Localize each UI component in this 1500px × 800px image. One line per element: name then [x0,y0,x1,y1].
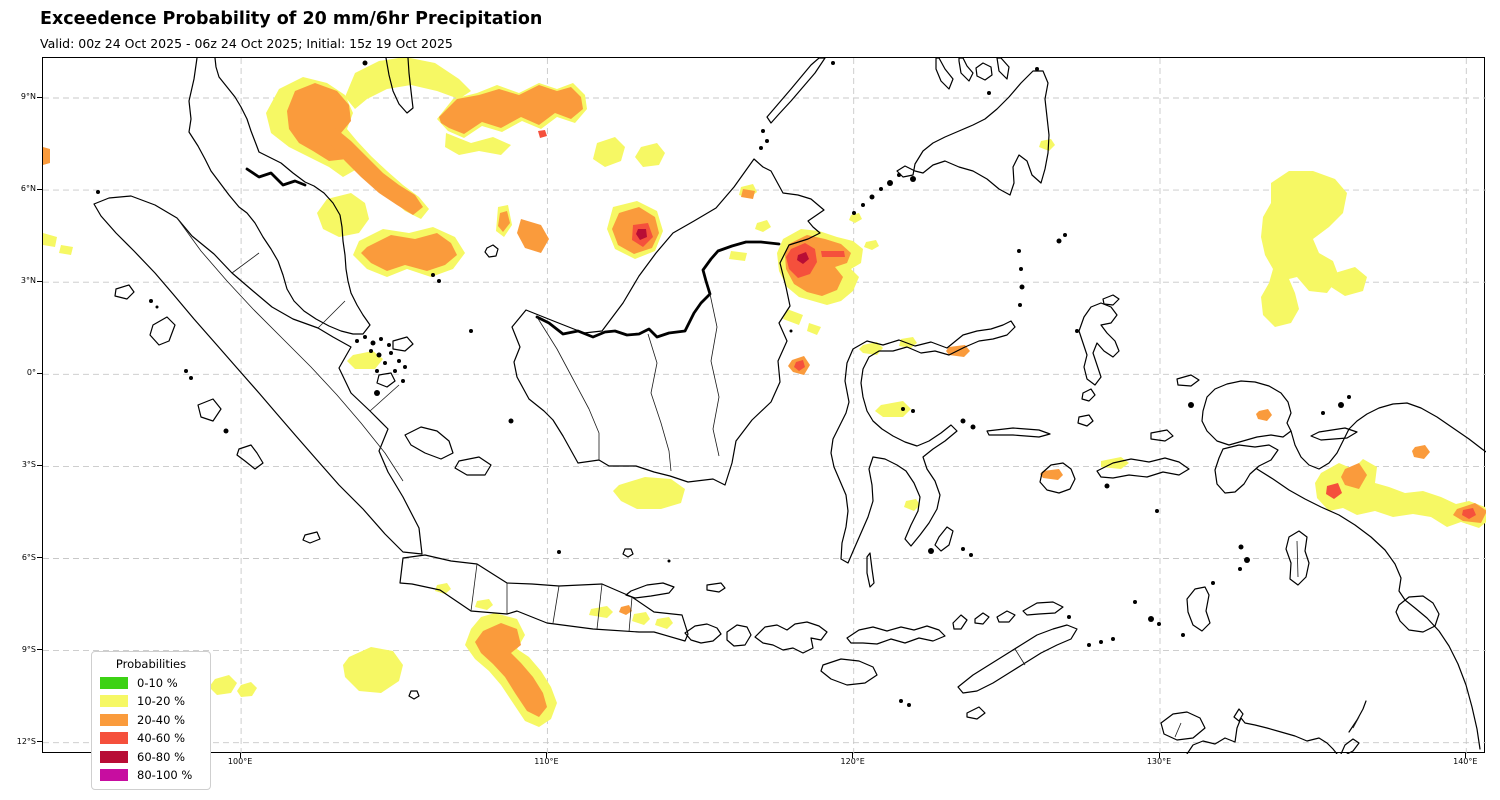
lon-tick-label: 120°E [840,757,865,766]
legend-entry: 80-100 % [100,768,202,782]
lat-tick-mark [37,188,42,190]
legend-swatch [100,713,128,726]
lat-tick-label: 6°N [20,184,36,194]
legend-entry-label: 40-60 % [137,731,185,745]
lat-tick-label: 9°N [20,92,36,101]
lat-tick-label: 12°S [16,736,36,746]
precip-60-80-layer [636,229,809,264]
lat-tick-mark [37,557,42,558]
lat-tick-mark [37,741,42,743]
lon-tick-label: 140°E [1453,757,1478,766]
legend-swatch [100,750,128,763]
map-canvas: Probabilities 0-10 % 10-20 % 20-40 % 40-60 … [42,57,1486,790]
lat-tick-mark [37,280,42,282]
lon-tick-label: 110°E [534,757,559,766]
precip-10-20-layer [43,58,1486,727]
legend-entry: 40-60 % [100,731,202,745]
lat-tick-mark [37,464,42,466]
lat-tick-label: 0° [26,368,36,378]
lon-tick-mark [239,753,241,758]
coastlines [94,58,1486,754]
legend-entries: 0-10 % 10-20 % 20-40 % 40-60 % 60-80 % 80-100… [100,676,202,782]
sulu-islets [852,173,901,215]
lon-tick-mark [545,753,547,758]
lon-tick-label: 100°E [227,757,253,766]
legend-swatch [100,732,128,744]
page-subtitle: Valid: 00z 24 Oct 2025 - 06z 24 Oct 2025… [40,36,453,51]
lon-tick-label: 130°E [1146,757,1172,766]
grid-lines [43,58,1486,754]
lat-tick-label: 6°S [21,552,36,562]
sangihe-islets [1017,233,1067,307]
page-title: Exceedence Probability of 20 mm/6hr Prec… [40,9,543,29]
legend-swatch [100,676,128,689]
lat-tick-mark [37,96,42,98]
legend-entry: 20-40 % [100,713,202,727]
lat-tick-label: 9°S [21,644,36,654]
lon-tick-mark [1158,753,1160,758]
legend-entry-label: 20-40 % [137,712,185,727]
legend-entry-label: 60-80 % [137,749,185,764]
legend-swatch [100,695,128,707]
legend-entry: 0-10 % [100,676,202,690]
legend-entry-label: 10-20 % [137,694,185,708]
map-svg [43,58,1486,754]
legend-entry: 10-20 % [100,694,202,708]
legend-entry: 60-80 % [100,750,202,764]
legend-title: Probabilities [115,657,187,671]
lat-tick-mark [37,649,42,651]
legend-entry-label: 80-100 % [137,768,193,782]
legend-swatch [100,769,128,781]
lat-tick-mark [37,372,42,374]
legend-entry-label: 0-10 % [137,675,178,690]
lon-tick-mark [852,753,854,758]
lat-tick-label: 3°S [21,460,36,470]
precip-20-40-layer [43,83,1486,717]
lat-tick-label: 3°N [20,276,36,286]
map-legend: Probabilities 0-10 % 10-20 % 20-40 % 40-60 … [91,651,211,790]
riau-islets [355,335,407,396]
lon-tick-mark [1464,753,1466,758]
